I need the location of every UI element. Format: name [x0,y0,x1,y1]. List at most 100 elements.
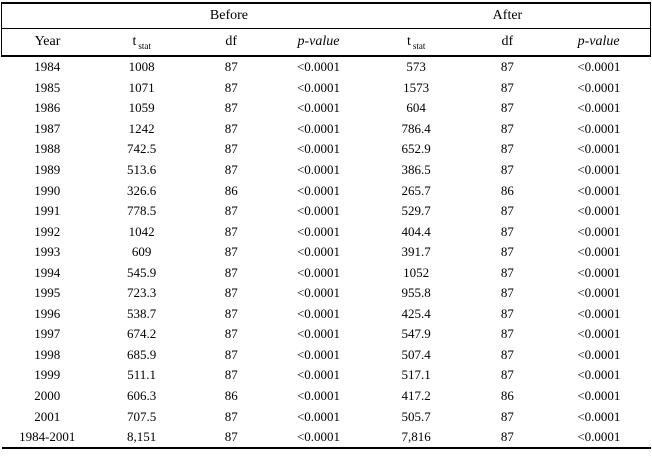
value-cell: 87 [500,305,514,321]
table-row: 1990 326.6 86 <0.0001 265.7 86 <0.0001 [2,180,651,201]
value-cell: 87 [224,305,238,321]
table-row: 1986 1059 87 <0.0001 604 87 <0.0001 [2,98,651,119]
value-cell: <0.0001 [577,346,621,362]
year-cell: 2000 [34,388,61,404]
value-cell: 604 [406,100,426,116]
value-cell: 425.4 [401,305,431,321]
value-cell: 265.7 [401,182,431,198]
column-header-df-after: df [467,28,548,57]
value-cell: <0.0001 [577,367,621,383]
value-cell: 538.7 [127,305,157,321]
value-cell: 87 [224,100,238,116]
value-cell: <0.0001 [296,203,341,219]
value-cell: 786.4 [401,120,431,136]
value-cell: 87 [224,408,238,424]
value-cell: <0.0001 [296,162,341,177]
value-cell: 87 [224,367,238,383]
value-cell: 723.3 [127,285,157,301]
group-header-after: After [364,3,651,29]
value-cell: 87 [224,244,238,260]
value-cell: 87 [500,223,514,239]
value-cell: <0.0001 [577,59,621,75]
value-cell: <0.0001 [296,346,341,362]
value-cell: 87 [500,120,514,136]
year-cell: 2001 [34,408,61,424]
column-header-label: p-value [577,34,620,49]
value-cell: 529.7 [401,203,431,219]
value-cell: 674.2 [127,326,157,342]
year-cell: 1986 [34,100,61,116]
value-cell: 1052 [403,264,430,280]
value-cell: 609 [131,244,152,260]
value-cell: <0.0001 [577,79,621,95]
value-cell: 505.7 [401,408,431,424]
column-header-year: Year [1,28,93,57]
year-cell: 1995 [34,285,61,301]
group-header-before: Before [93,3,365,29]
value-cell: 417.2 [401,388,431,404]
value-cell: 87 [500,326,514,342]
table-row: 1989 513.6 87 <0.0001 386.5 87 <0.0001 [2,160,651,181]
value-cell: <0.0001 [577,264,621,280]
column-header-df-before: df [190,28,273,57]
value-cell: 547.9 [401,326,431,342]
value-cell: 7,816 [401,429,431,445]
value-cell: <0.0001 [577,141,621,157]
value-cell: 87 [500,203,514,219]
table-body: 1984 1008 87 <0.0001 573 87 <0.0001 1985 1071 87 <… [2,56,651,448]
column-header-t-stat-before: t stat [93,28,191,57]
column-header-subscript: stat [412,40,426,51]
table-row: 1997 674.2 87 <0.0001 547.9 87 <0.0001 [2,324,651,345]
column-header-row: Year t stat df p-value t stat df p-value [1,28,652,57]
year-cell: 1993 [34,244,61,260]
table-row: 1995 723.3 87 <0.0001 955.8 87 <0.0001 [2,283,651,304]
value-cell: 87 [500,346,514,362]
value-cell: 326.6 [127,182,157,198]
value-cell: 517.1 [401,367,431,383]
column-header-label: t [132,34,137,49]
value-cell: <0.0001 [577,100,621,116]
value-cell: <0.0001 [577,182,621,198]
value-cell: <0.0001 [577,285,621,301]
table-row: 1992 1042 87 <0.0001 404.4 87 <0.0001 [2,221,651,242]
value-cell: 87 [224,326,238,342]
year-cell: 1998 [34,346,61,362]
value-cell: <0.0001 [577,326,621,342]
table-row: 2000 606.3 86 <0.0001 417.2 86 <0.0001 [2,386,651,407]
value-cell: <0.0001 [577,388,621,404]
year-cell: 1988 [34,141,61,157]
table-row: 1996 538.7 87 <0.0001 425.4 87 <0.0001 [2,304,651,325]
year-cell: 1987 [34,120,61,136]
value-cell: 87 [224,120,238,136]
column-header-subscript: stat [138,40,151,51]
value-cell: 606.3 [127,388,157,404]
value-cell: 1008 [128,59,155,75]
value-cell: 391.7 [401,244,431,260]
value-cell: 86 [224,182,238,198]
value-cell: 573 [406,59,426,75]
value-cell: 87 [224,141,238,157]
value-cell: <0.0001 [577,203,621,219]
value-cell: <0.0001 [577,162,621,177]
table-row: 1987 1242 87 <0.0001 786.4 87 <0.0001 [2,119,651,140]
value-cell: 1573 [403,79,430,95]
year-cell: 1989 [34,162,61,177]
value-cell: 652.9 [401,141,431,157]
table-row: 1988 742.5 87 <0.0001 652.9 87 <0.0001 [2,139,651,160]
value-cell: <0.0001 [577,120,621,136]
value-cell: <0.0001 [296,264,341,280]
value-cell: <0.0001 [296,326,341,342]
value-cell: 87 [224,79,238,95]
value-cell: 685.9 [127,346,157,362]
value-cell: 87 [224,162,238,177]
column-header-label: p-value [297,34,340,49]
value-cell: 87 [500,244,514,260]
year-cell: 1990 [34,182,61,198]
value-cell: <0.0001 [296,388,341,404]
value-cell: <0.0001 [577,244,621,260]
column-header-label: Year [34,34,61,49]
value-cell: <0.0001 [296,79,341,95]
year-cell: 1996 [34,305,61,321]
value-cell: <0.0001 [577,223,621,239]
value-cell: <0.0001 [296,100,341,116]
